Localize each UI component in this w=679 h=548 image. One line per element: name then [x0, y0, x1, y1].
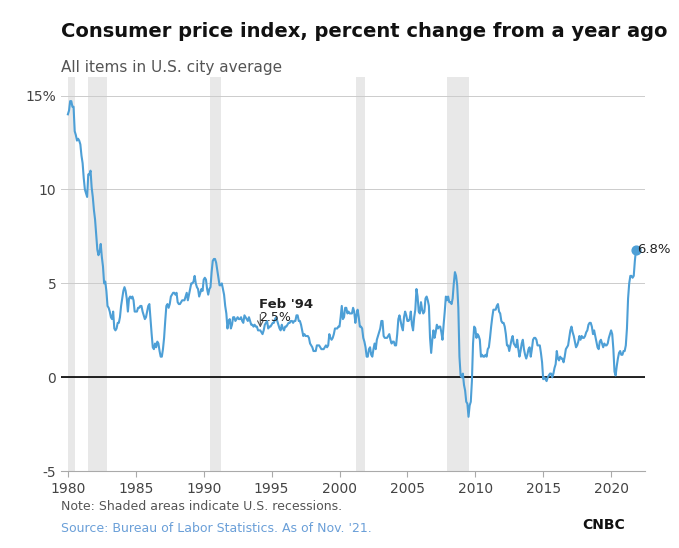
Text: Source: Bureau of Labor Statistics. As of Nov. '21.: Source: Bureau of Labor Statistics. As o…: [61, 522, 372, 534]
Text: Note: Shaded areas indicate U.S. recessions.: Note: Shaded areas indicate U.S. recessi…: [61, 500, 342, 512]
Text: 6.8%: 6.8%: [638, 243, 671, 256]
Text: 2.5%: 2.5%: [259, 311, 291, 324]
Text: CNBC: CNBC: [582, 517, 625, 532]
Text: All items in U.S. city average: All items in U.S. city average: [61, 60, 282, 75]
Text: Feb '94: Feb '94: [259, 298, 313, 311]
Bar: [356, 77, 365, 471]
Bar: [210, 77, 221, 471]
Point: [631, 245, 642, 254]
Text: Consumer price index, percent change from a year ago: Consumer price index, percent change fro…: [61, 22, 667, 41]
Bar: [447, 77, 469, 471]
Bar: [68, 77, 75, 471]
Bar: [88, 77, 107, 471]
